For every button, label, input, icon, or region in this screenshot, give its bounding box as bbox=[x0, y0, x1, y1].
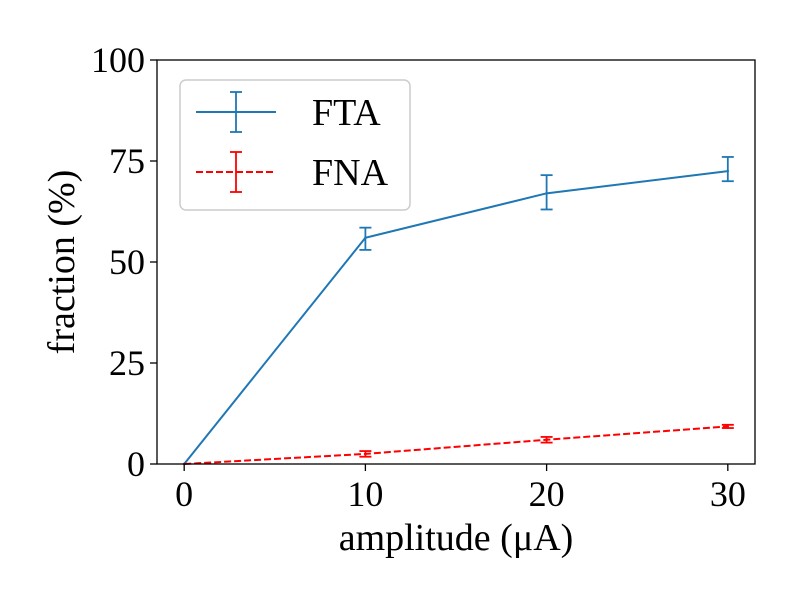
x-tick-label: 0 bbox=[175, 474, 193, 514]
y-tick-label: 25 bbox=[109, 343, 145, 383]
data-point-fta bbox=[364, 236, 367, 239]
plot-area bbox=[182, 156, 734, 466]
legend-label: FTA bbox=[312, 92, 381, 134]
x-axis-label: amplitude (μA) bbox=[339, 517, 574, 559]
y-tick-label: 50 bbox=[109, 242, 145, 282]
data-point-fna bbox=[545, 438, 548, 441]
y-tick-label: 75 bbox=[109, 141, 145, 181]
legend: FTA FNA bbox=[179, 79, 411, 211]
legend-label: FNA bbox=[312, 152, 389, 194]
x-tick-label: 30 bbox=[710, 474, 746, 514]
y-axis-label: fraction (%) bbox=[41, 170, 83, 355]
x-tick-label: 10 bbox=[347, 474, 383, 514]
data-point-fna bbox=[364, 452, 367, 456]
x-tick-label: 20 bbox=[529, 474, 565, 514]
legend-entry-fna: FNA bbox=[196, 151, 389, 194]
data-point-fta bbox=[545, 192, 548, 195]
axes: 0 10 20 30 0 25 50 75 100 bbox=[91, 40, 756, 514]
legend-entry-fta: FTA bbox=[196, 91, 381, 134]
series-line-fta bbox=[183, 170, 728, 465]
data-point-fna bbox=[726, 425, 730, 428]
series-line-fna bbox=[184, 425, 728, 465]
data-point-fta bbox=[726, 169, 730, 173]
y-tick-label: 100 bbox=[91, 40, 145, 80]
error-bar-fta bbox=[721, 156, 734, 183]
y-tick-label: 0 bbox=[127, 444, 145, 484]
